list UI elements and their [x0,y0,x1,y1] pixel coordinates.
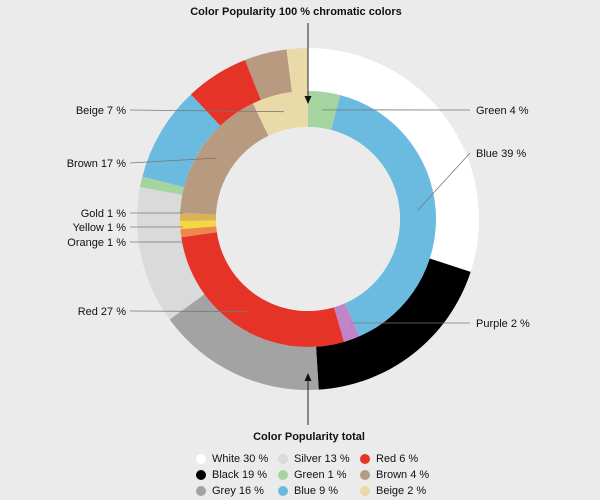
legend-swatch [360,485,370,496]
legend-item: Black 19 % [196,467,278,482]
title-arrow-head [304,96,312,104]
legend-item: Red 6 % [360,451,442,466]
outer-slice-beige [286,48,308,93]
donut-hole [216,127,400,311]
slice-label-brown: Brown 17 % [67,158,127,170]
legend-label: Black 19 % [212,468,268,481]
legend-swatch [196,453,206,464]
inner-slice-gold [180,212,217,222]
outer-slice-red [190,60,261,126]
outer-slice-green [140,176,185,196]
inner-slice-yellow [180,220,217,230]
inner-slice-orange [180,226,217,238]
legend: White 30 % Silver 13 % Red 6 % Black 19 % Gr… [196,451,442,498]
outer-slice-grey [169,294,319,390]
legend-label: Blue 9 % [294,484,339,497]
outer-slice-white [308,48,479,272]
legend-swatch [196,469,206,480]
legend-item: Brown 4 % [360,467,442,482]
inner-slice-purple [333,303,360,342]
slice-label-red: Red 27 % [78,306,127,318]
legend-item: White 30 % [196,451,278,466]
outer-slice-brown [245,49,292,100]
legend-label: Red 6 % [376,452,419,465]
slice-label-beige: Beige 7 % [76,105,126,117]
legend-item: Green 1 % [278,467,360,482]
inner-slice-beige [252,91,308,136]
legend-swatch [360,453,370,464]
inner-slice-green [308,91,341,130]
inner-slice-red [181,232,345,347]
leader-brown [129,157,217,164]
legend-label: Silver 13 % [294,452,350,465]
outer-slice-black [316,258,471,390]
slice-label-orange: Orange 1 % [67,237,126,249]
inner-slice-brown [180,103,269,215]
legend-item: Beige 2 % [360,483,442,498]
legend-label: Brown 4 % [376,468,430,481]
outer-ring [137,48,479,390]
outer-slice-blue [142,94,221,188]
inner-chart-title: Color Popularity 100 % chromatic colors [190,6,402,18]
legend-label: Grey 16 % [212,484,264,497]
legend-swatch [278,469,288,480]
legend-item: Grey 16 % [196,483,278,498]
legend-swatch [196,485,206,496]
slice-label-green: Green 4 % [476,105,529,117]
legend-item: Blue 9 % [278,483,360,498]
slice-label-blue: Blue 39 % [476,148,526,160]
inner-ring [180,91,436,347]
slice-labels: Green 4 % Blue 39 % Purple 2 % Red 27 % Oran… [67,105,530,330]
legend-item: Silver 13 % [278,451,360,466]
legend-label: Green 1 % [294,468,347,481]
outer-chart-title: Color Popularity total [253,431,365,443]
leader-beige [129,109,284,113]
inner-slice-blue [331,95,436,337]
legend-label: Beige 2 % [376,484,427,497]
outer-slice-silver [137,186,205,320]
leader-blue [417,152,471,211]
slice-label-yellow: Yellow 1 % [73,222,127,234]
legend-swatch [278,485,288,496]
leader-lines [129,109,471,324]
slice-label-purple: Purple 2 % [476,318,530,330]
legend-swatch [278,453,288,464]
slice-label-gold: Gold 1 % [81,208,126,220]
legend-swatch [360,469,370,480]
leader-red [129,310,249,312]
total-arrow-head [304,373,312,381]
legend-label: White 30 % [212,452,269,465]
